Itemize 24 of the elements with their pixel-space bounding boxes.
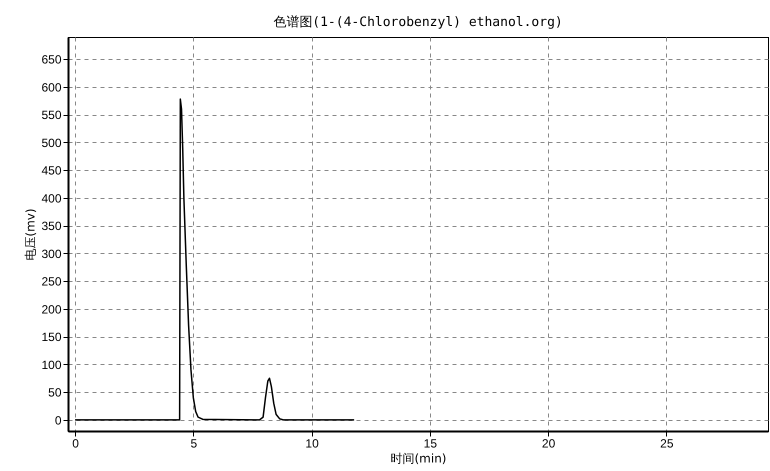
y-tick-label: 350	[41, 219, 62, 234]
x-tick-label: 20	[542, 436, 556, 450]
y-tick-label: 500	[41, 136, 62, 150]
x-tick-label: 10	[305, 436, 320, 450]
y-tick-label: 150	[41, 330, 62, 344]
y-tick-label: 0	[54, 413, 62, 428]
x-tick-label: 5	[190, 436, 198, 450]
y-tick-label: 50	[48, 386, 62, 400]
line-series	[74, 98, 355, 421]
y-tick-label: 300	[41, 246, 62, 261]
x-tick-label: 0	[72, 436, 80, 450]
y-tick-label: 650	[41, 52, 62, 67]
y-tick-label: 250	[41, 274, 62, 289]
x-tick-label: 15	[424, 436, 438, 450]
y-tick-label: 600	[41, 80, 62, 94]
y-tick-label: 400	[41, 191, 62, 206]
x-axis-title: 时间(min)	[390, 452, 446, 466]
y-tick-label: 200	[41, 302, 62, 316]
y-tick-label: 450	[41, 164, 62, 178]
chart-title: 色谱图(1-(4-Chlorobenzyl) ethanol.org)	[273, 15, 563, 30]
y-tick-label: 100	[41, 358, 62, 372]
x-tick-label: 25	[660, 436, 674, 450]
y-axis-title: 电压(mv)	[23, 208, 38, 261]
y-tick-label: 550	[41, 108, 62, 122]
